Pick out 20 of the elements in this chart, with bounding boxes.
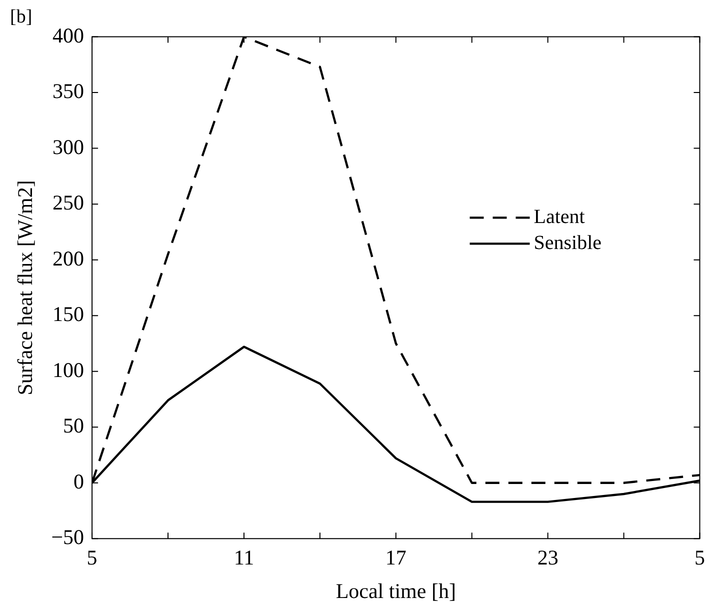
x-tick-label: 23	[537, 546, 558, 570]
y-tick-label: 400	[52, 23, 84, 48]
x-tick-label: 5	[694, 546, 705, 570]
chart-title: [b]	[10, 6, 32, 28]
y-tick-label: 50	[63, 414, 84, 438]
x-axis-title: Local time [h]	[336, 578, 456, 603]
y-tick-label: 150	[52, 302, 84, 326]
y-tick-label: 100	[52, 358, 84, 382]
y-tick-label: 0	[74, 469, 84, 494]
x-tick-label: 5	[86, 546, 98, 570]
y-tick-label: −50	[51, 525, 84, 550]
y-tick-label: 350	[52, 79, 84, 104]
y-tick-label: 200	[52, 246, 84, 270]
x-tick-label: 17	[385, 546, 406, 570]
legend-label: Sensible	[534, 232, 602, 254]
x-tick-label: 11	[234, 546, 254, 570]
y-axis-title: Surface heat flux [W/m2]	[13, 180, 38, 396]
y-tick-label: 250	[52, 190, 84, 215]
y-tick-label: 300	[52, 134, 84, 159]
legend-label: Latent	[534, 206, 586, 228]
